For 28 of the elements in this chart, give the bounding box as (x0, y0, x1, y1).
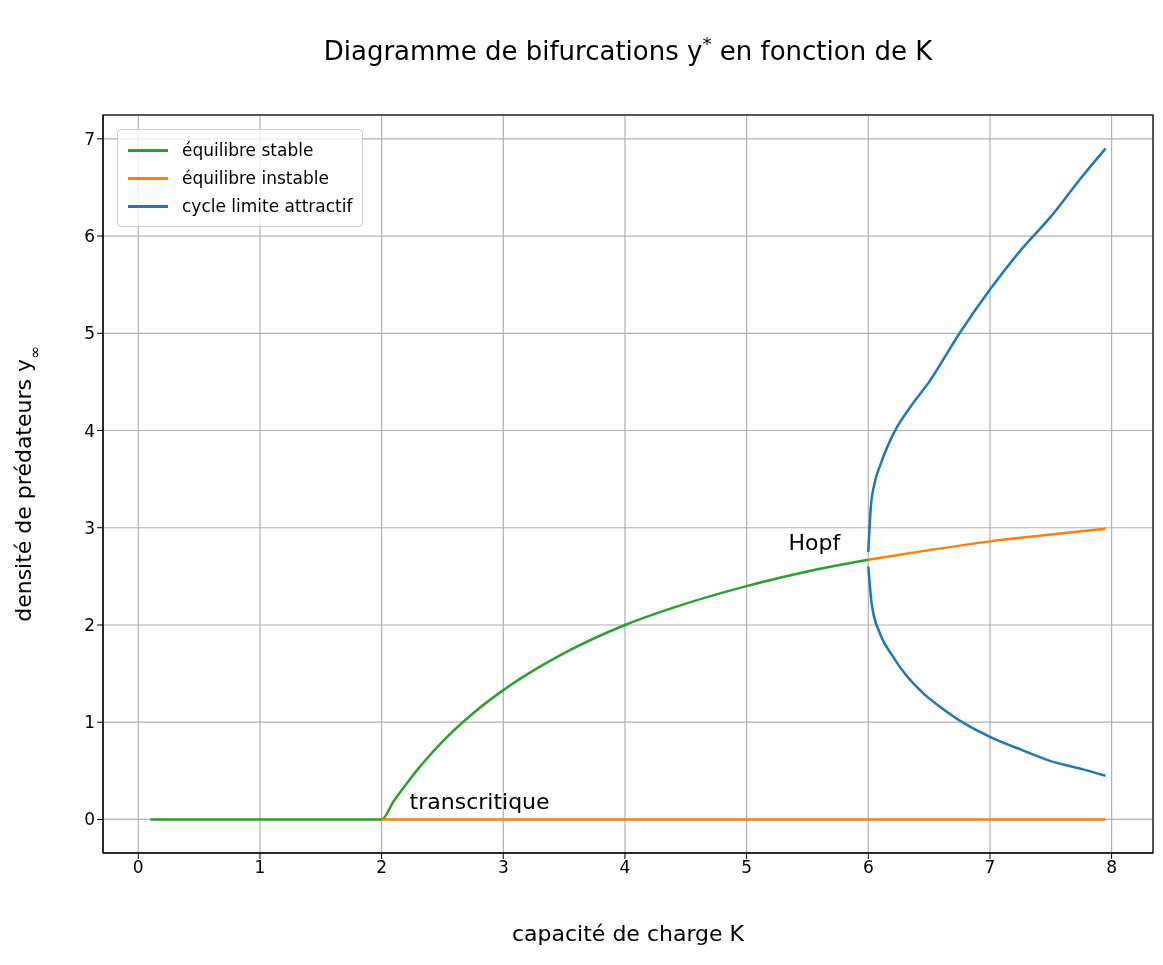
y-tick-label: 5 (84, 323, 95, 344)
x-tick-label: 8 (1106, 857, 1118, 878)
y-tick-label: 3 (84, 517, 95, 538)
legend-label: cycle limite attractif (182, 196, 353, 216)
x-tick-label: 3 (497, 857, 509, 878)
chart-title: Diagramme de bifurcations y$^{*}$ en fonction de K (323, 32, 934, 66)
legend-label: équilibre instable (182, 168, 329, 188)
legend-label: équilibre stable (182, 140, 314, 160)
x-tick-label: 2 (376, 857, 388, 878)
y-tick-label: 2 (84, 615, 95, 636)
x-axis-title: capacité de charge K (512, 921, 745, 946)
x-tick-label: 6 (862, 857, 874, 878)
x-tick-label: 7 (984, 857, 996, 878)
line-series (149, 558, 870, 821)
line-series (867, 565, 1107, 777)
y-tick-label: 1 (84, 712, 95, 733)
y-tick-label: 6 (84, 226, 95, 247)
y-tick-label: 0 (84, 809, 95, 830)
annotation: Hopf (788, 529, 842, 555)
x-tick-label: 5 (741, 857, 753, 878)
x-tick-label: 4 (619, 857, 631, 878)
annotation: transcritique (409, 789, 550, 815)
x-tick-label: 0 (132, 857, 144, 878)
line-series (867, 147, 1107, 554)
y-tick-label: 4 (84, 420, 95, 441)
x-tick-label: 1 (254, 857, 266, 878)
line-series (867, 527, 1107, 562)
y-tick-label: 7 (84, 128, 95, 149)
